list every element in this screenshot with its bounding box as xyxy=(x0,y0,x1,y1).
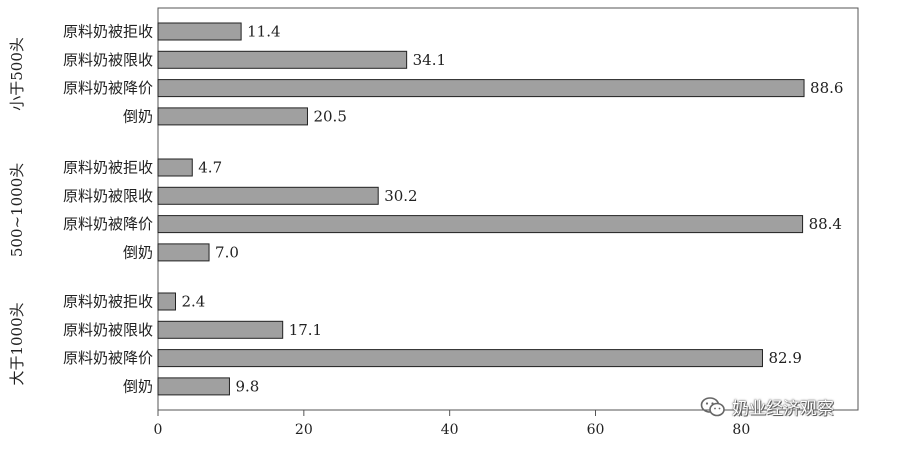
bar xyxy=(157,50,408,69)
x-tick-label: 20 xyxy=(295,422,313,438)
bar-value-label: 20.5 xyxy=(313,107,346,125)
bar xyxy=(157,243,210,262)
bar xyxy=(157,377,230,396)
bar-value-label: 82.9 xyxy=(768,349,801,367)
watermark: 奶业经济观察 xyxy=(700,394,834,419)
category-label: 倒奶 xyxy=(123,107,153,125)
category-label: 原料奶被限收 xyxy=(63,187,153,205)
bar-value-label: 7.0 xyxy=(215,243,239,261)
bar-value-label: 17.1 xyxy=(289,321,322,339)
x-tick-label: 40 xyxy=(441,422,459,438)
category-label: 倒奶 xyxy=(123,243,153,261)
bar-value-label: 11.4 xyxy=(247,23,280,41)
category-label: 倒奶 xyxy=(123,377,153,395)
bar xyxy=(157,22,242,41)
category-label: 原料奶被降价 xyxy=(63,349,153,367)
category-label: 原料奶被限收 xyxy=(63,51,153,69)
x-tick-label: 80 xyxy=(732,422,750,438)
bar-value-label: 34.1 xyxy=(413,51,446,69)
group-label: 500~1000头 xyxy=(8,163,26,257)
group-label: 小于500头 xyxy=(8,37,26,111)
bar xyxy=(157,79,805,98)
category-label: 原料奶被拒收 xyxy=(63,159,153,177)
bar xyxy=(157,320,284,339)
bar-value-label: 2.4 xyxy=(182,293,206,311)
bar-value-label: 4.7 xyxy=(198,159,222,177)
category-label: 原料奶被降价 xyxy=(63,215,153,233)
wechat-icon xyxy=(700,396,725,416)
group-label: 大于1000头 xyxy=(8,302,26,385)
x-tick-label: 60 xyxy=(587,422,605,438)
bar xyxy=(157,349,763,368)
x-tick-label: 0 xyxy=(154,422,163,438)
category-label: 原料奶被限收 xyxy=(63,321,153,339)
bar xyxy=(157,158,193,177)
category-label: 原料奶被拒收 xyxy=(63,293,153,311)
bar xyxy=(157,186,379,205)
bar xyxy=(157,215,804,234)
bar-value-label: 30.2 xyxy=(384,187,417,205)
bar xyxy=(157,107,308,126)
category-label: 原料奶被降价 xyxy=(63,79,153,97)
bar-value-label: 88.4 xyxy=(809,215,842,233)
watermark-text: 奶业经济观察 xyxy=(732,399,834,419)
plot-frame xyxy=(157,7,859,411)
bar-value-label: 88.6 xyxy=(810,79,843,97)
x-axis: 0 20 40 60 80 xyxy=(154,410,750,438)
bar-value-label: 9.8 xyxy=(235,377,259,395)
category-labels: 原料奶被拒收原料奶被限收原料奶被降价倒奶原料奶被拒收原料奶被限收原料奶被降价倒奶… xyxy=(63,23,153,396)
bars: 11.4 34.1 88.6 20.5 4.7 30.2 88.4 7.0 2.4 17.1 82.… xyxy=(157,22,843,396)
category-label: 原料奶被拒收 xyxy=(63,23,153,41)
bar xyxy=(157,292,176,311)
